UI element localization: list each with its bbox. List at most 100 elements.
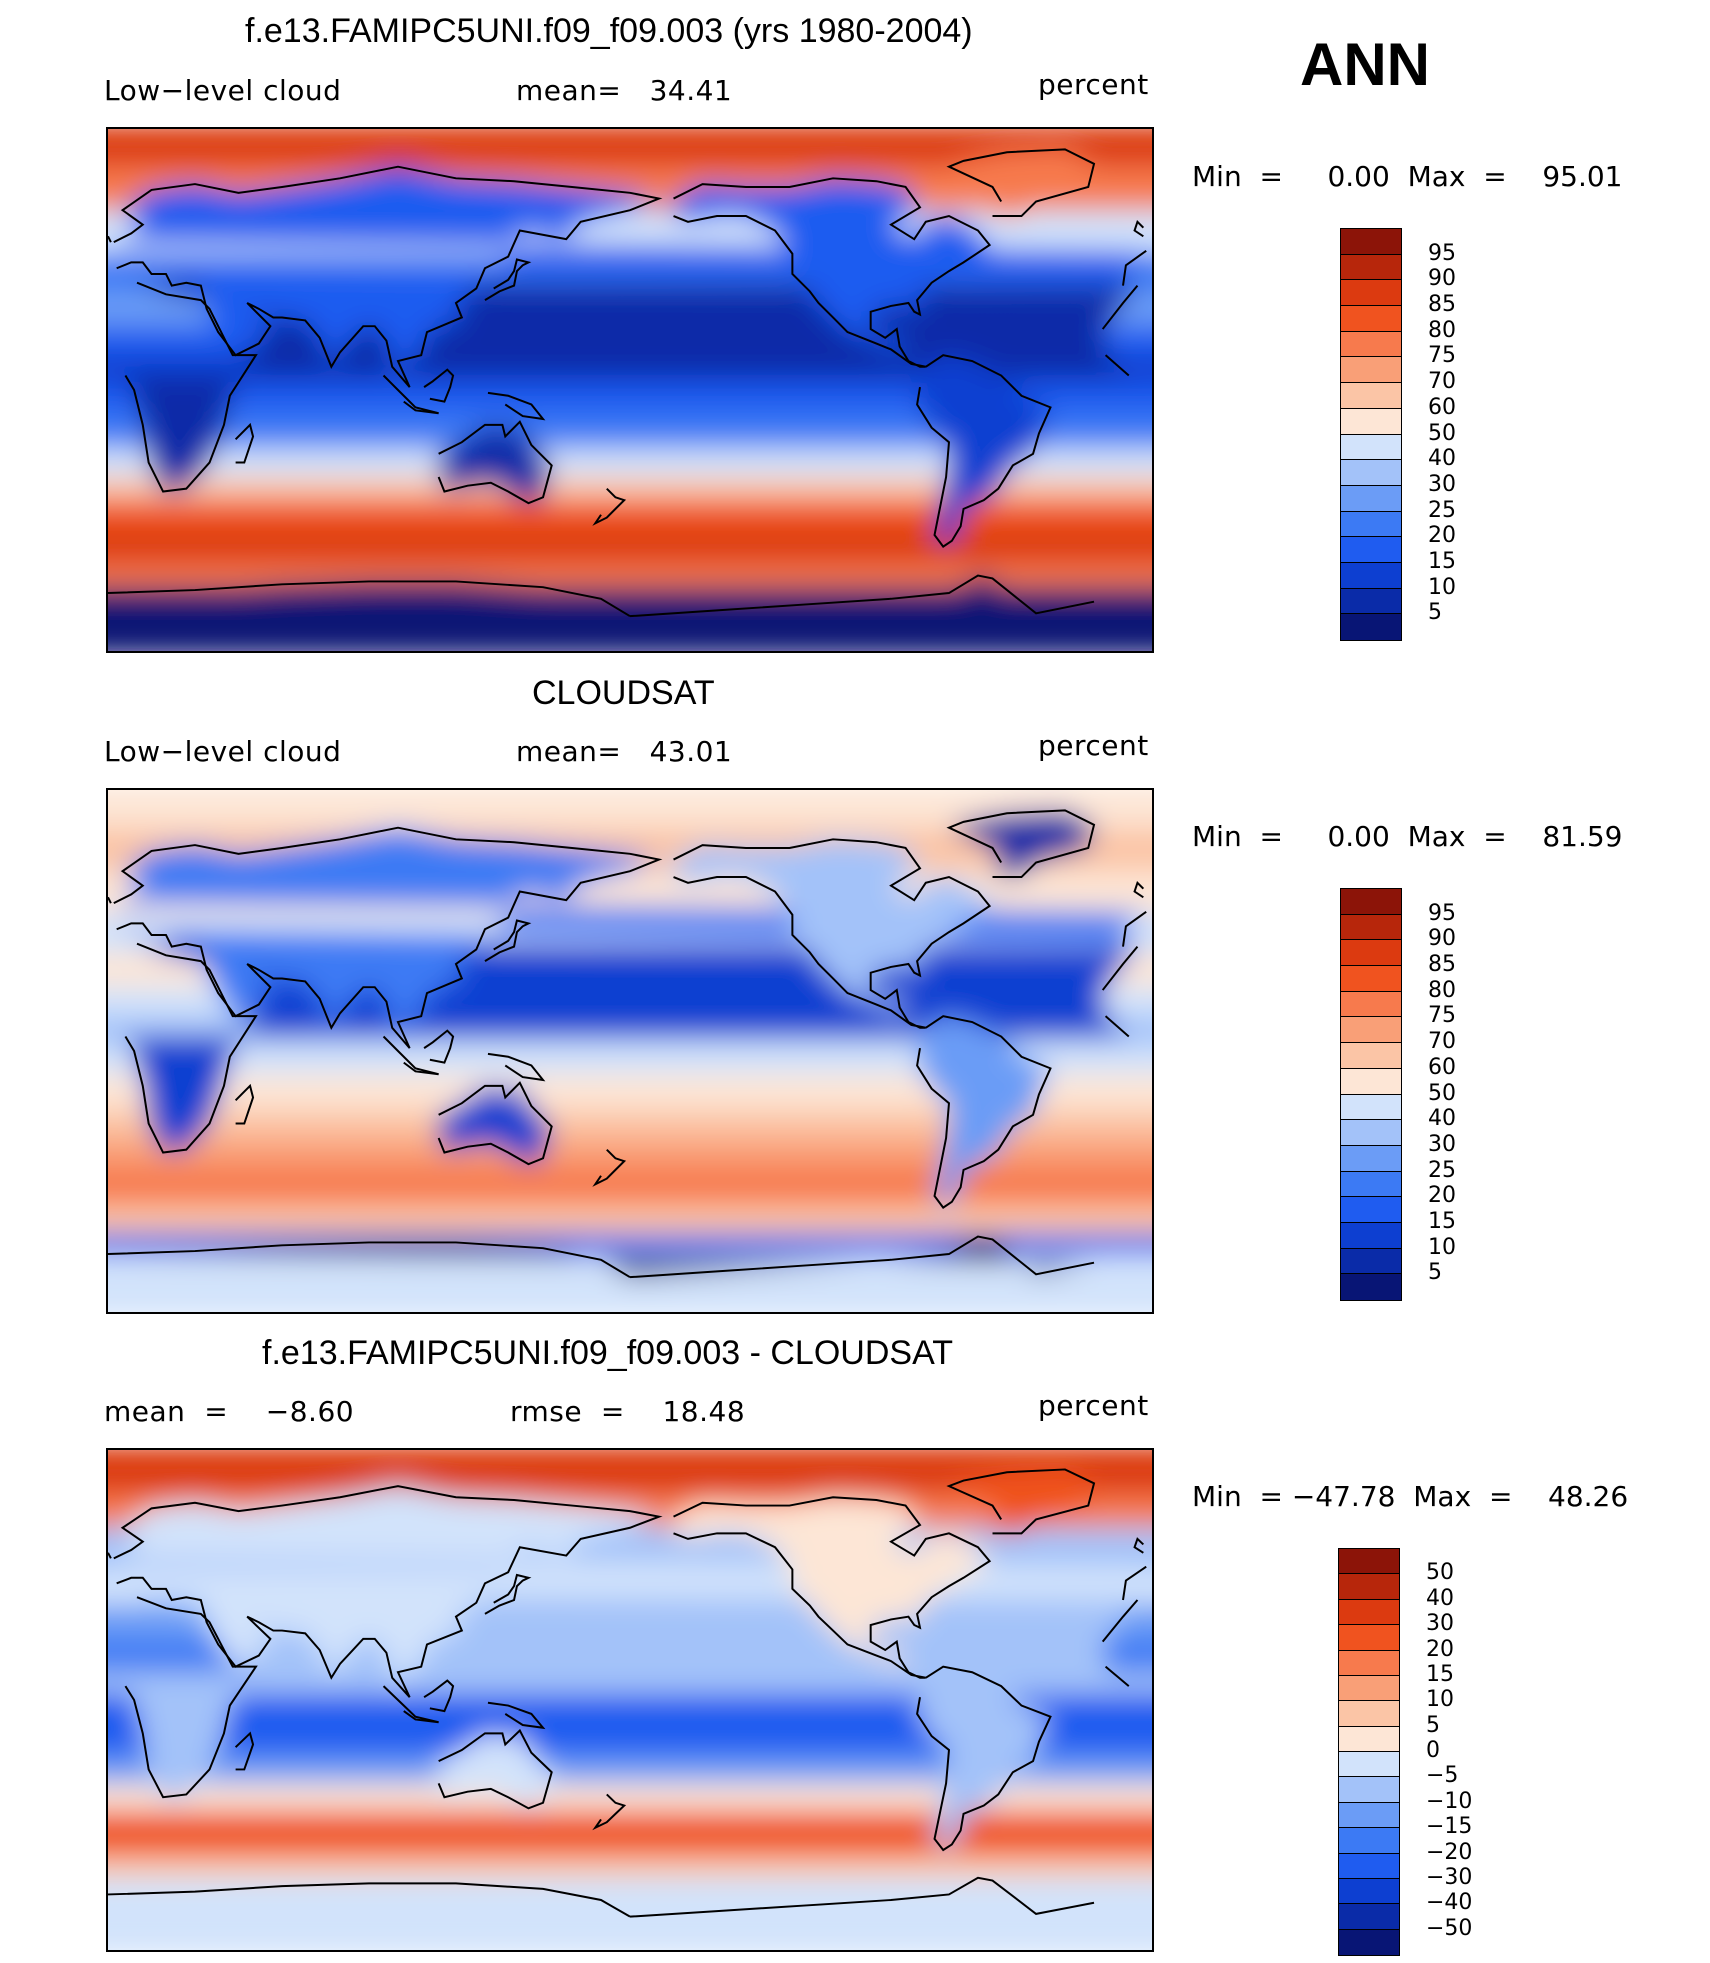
colorbar-cell <box>1341 434 1401 461</box>
colorbar-tick-label: −5 <box>1426 1763 1459 1789</box>
colorbar-cell <box>1339 1574 1399 1600</box>
colorbar-tick-label: 70 <box>1428 1029 1456 1055</box>
minmax-diff: Min = −47.78 Max = 48.26 <box>1192 1480 1629 1513</box>
coastline <box>629 1235 1095 1279</box>
colorbar-cell <box>1341 1068 1401 1095</box>
minmax-model: Min = 0.00 Max = 95.01 <box>1192 160 1623 193</box>
colorbar-tick-label: 75 <box>1428 1003 1456 1029</box>
coastline <box>592 487 627 526</box>
colorbar-cell <box>1339 1878 1399 1905</box>
colorbar-cell <box>1341 511 1401 538</box>
coastline <box>1101 284 1139 330</box>
colorbar-tick-label: 20 <box>1428 523 1456 549</box>
coastline <box>916 354 1052 548</box>
map-diff <box>106 1448 1154 1952</box>
coastline <box>108 235 112 243</box>
colorbar-cell <box>1341 1017 1401 1044</box>
colorbar-tick-label: 80 <box>1428 977 1456 1003</box>
land-fill <box>125 1597 1138 1798</box>
colorbar-tick-label: 25 <box>1428 1157 1456 1183</box>
coastline <box>673 177 992 368</box>
colorbar-cell <box>1341 1222 1401 1249</box>
colorbar-cell <box>1341 940 1401 967</box>
panel-mean-label-diff: mean = −8.60 <box>104 1395 355 1428</box>
coastline <box>1133 1537 1145 1554</box>
colorbar-cell <box>1341 331 1401 358</box>
colorbar-tick-label: 30 <box>1426 1611 1454 1637</box>
coastline <box>946 148 1096 218</box>
coastline <box>108 1552 112 1559</box>
colorbar-tick-label: 30 <box>1428 471 1456 497</box>
land-fill <box>917 1016 1051 1208</box>
coastline <box>673 1496 992 1679</box>
colorbar-cell <box>1339 1752 1399 1778</box>
colorbar-tick-label: 60 <box>1428 1054 1456 1080</box>
coastline <box>484 258 532 301</box>
coastline <box>592 1793 627 1831</box>
land-fill <box>673 178 990 367</box>
colorbar-cell <box>1339 1650 1399 1676</box>
coastline <box>234 1083 255 1125</box>
panel-units-label-obs: percent <box>1038 729 1149 762</box>
coastline <box>382 374 439 415</box>
colorbar-tick-label: 80 <box>1428 317 1456 343</box>
coastline <box>1133 219 1145 238</box>
colorbar-box <box>1340 888 1402 1301</box>
coastline <box>484 919 532 962</box>
panel-title-model: f.e13.FAMIPC5UNI.f09_f09.003 (yrs 1980-2… <box>245 12 973 50</box>
land-fill <box>948 1469 1095 1534</box>
colorbar-cell <box>1341 588 1401 615</box>
colorbar-tick-label: 5 <box>1426 1712 1440 1738</box>
coastline <box>484 1573 532 1615</box>
coastline <box>1122 1565 1147 1601</box>
coastline <box>673 838 992 1029</box>
land-fill <box>948 810 1095 878</box>
land-fill <box>438 1730 552 1809</box>
colorbar-tick-label: 60 <box>1428 394 1456 420</box>
colorbar-cell <box>1341 229 1401 255</box>
coastline <box>592 1148 627 1187</box>
land-fill <box>113 166 1150 388</box>
panel-mean-label-model: mean= 34.41 <box>516 74 733 107</box>
coastline <box>113 1485 663 1698</box>
land-fill <box>108 575 1095 617</box>
colorbar-tick-label: −10 <box>1426 1788 1473 1814</box>
panel-units-label-model: percent <box>1038 68 1149 101</box>
colorbar-box <box>1340 228 1402 641</box>
colorbar-cell <box>1341 537 1401 563</box>
colorbar-cell <box>1339 1929 1399 1955</box>
coastline <box>113 826 663 1049</box>
land-fill <box>108 1877 1095 1917</box>
colorbar-cell <box>1341 966 1401 992</box>
colorbar-tick-label: 10 <box>1426 1687 1454 1713</box>
colorbar-tick-label: 50 <box>1428 420 1456 446</box>
coastline <box>423 368 455 403</box>
colorbar-tick-label: 40 <box>1426 1585 1454 1611</box>
land-fill <box>125 943 1138 1153</box>
coastline <box>1101 1599 1139 1643</box>
colorbar-cell <box>1341 889 1401 915</box>
colorbar-cell <box>1339 1726 1399 1752</box>
land-fill <box>673 839 990 1028</box>
panel-left-label-obs: Low−level cloud <box>104 735 342 768</box>
colorbar-tick-label: 25 <box>1428 497 1456 523</box>
colorbar-tick-label: 40 <box>1428 1106 1456 1132</box>
land-fill <box>125 282 1138 492</box>
colorbar-tick-label: 15 <box>1428 1208 1456 1234</box>
coastline <box>437 1081 553 1166</box>
panel-left-label-model: Low−level cloud <box>104 74 342 107</box>
colorbar-tick-label: 70 <box>1428 369 1456 395</box>
coastline <box>108 896 112 904</box>
map-obs <box>106 788 1154 1314</box>
colorbar-cell <box>1341 460 1401 486</box>
coastline <box>487 1701 546 1730</box>
colorbar-cell <box>1341 1171 1401 1198</box>
colorbar-cell <box>1341 1094 1401 1121</box>
coastline <box>108 580 631 618</box>
colorbar-tick-label: 90 <box>1428 926 1456 952</box>
land-fill <box>948 149 1095 217</box>
panel-mean-label-obs: mean= 43.01 <box>516 735 733 768</box>
colorbar-cell <box>1341 1197 1401 1223</box>
colorbar-diff: 50 40 30 20 15 10 5 0 −5 −10 −15 −20 −30 −40 −50 <box>1338 1548 1538 1958</box>
land-fill <box>108 1236 1095 1278</box>
